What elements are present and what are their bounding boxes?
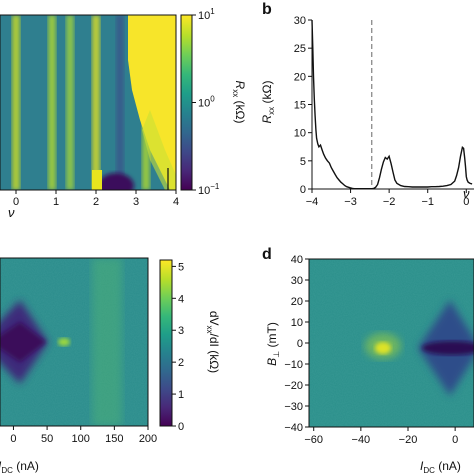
panel-c-x-tick-label: 200 (139, 433, 157, 445)
panel-a-stripe (48, 15, 56, 190)
panel-b-series-line (311, 19, 473, 190)
panel-a-x-tick-label: 2 (93, 196, 99, 208)
panel-c-x-tick-label: 100 (72, 433, 90, 445)
panel-c-cb-tick-label: 0 (178, 421, 184, 433)
panel-c-bright-spot (58, 338, 70, 346)
panel-c-x-tick-label: 50 (41, 433, 53, 445)
panel-d-y-tick-label: 20 (291, 296, 303, 308)
panel-d-y-tick-label: 40 (291, 254, 303, 266)
panel-c-core (0, 322, 46, 362)
panel-b-y-ticks: 0 5 10 15 20 25 30 (294, 15, 312, 196)
panel-c-cb-tick-label: 2 (178, 357, 184, 369)
panel-b-ylabel: Rxx (kΩ) (260, 81, 276, 124)
panel-b-y-tick-label: 5 (300, 156, 306, 168)
panel-a-x-tick-label: 4 (173, 196, 179, 208)
panel-b-x-tick-label: −2 (383, 196, 396, 208)
panel-a-x-tick-label: 1 (53, 196, 59, 208)
panel-d-y-tick-label: −10 (284, 359, 303, 371)
panel-b: b 0 5 10 15 20 25 30 −4 −3 −2 −1 0 Rxx (kΩ) ν (260, 1, 474, 208)
panel-a-stripe (12, 15, 20, 190)
panel-b-axes (311, 20, 474, 190)
panel-d-y-ticks: 40 30 20 10 0 −10 −20 −30 −40 (284, 254, 309, 434)
panel-a-dark-blob (98, 173, 134, 190)
panel-d-x-ticks: −60 −40 −20 0 (304, 427, 458, 446)
panel-a-cb-tick-label: 101 (198, 7, 215, 22)
panel-d-dark-line (422, 341, 474, 355)
panel-d-y-tick-label: −40 (284, 422, 303, 434)
panel-a-x-tick-label: 3 (133, 196, 139, 208)
panel-d-bright-halo (365, 333, 401, 359)
panel-b-x-tick-label: 0 (463, 196, 469, 208)
panel-d-ylabel: B⊥ (mT) (265, 322, 281, 366)
panel-b-y-tick-label: 30 (294, 15, 306, 27)
panel-d-heatmap (309, 259, 474, 427)
panel-a-stripe (116, 15, 124, 190)
panel-d-x-tick-label: −20 (399, 434, 418, 446)
panel-c-colorbar-frame (159, 259, 173, 427)
panel-b-x-ticks: −4 −3 −2 −1 0 (306, 189, 469, 208)
panel-c-cb-tick-label: 1 (178, 389, 184, 401)
panel-a-colorbar-ticks: 101 100 10−1 (192, 7, 220, 197)
panel-a-stripe (92, 15, 100, 190)
panel-a-xlabel: ν (8, 205, 15, 220)
panel-b-y-tick-label: 25 (294, 43, 306, 55)
panel-d-y-tick-label: −20 (284, 380, 303, 392)
panel-b-xlabel: ν (463, 186, 470, 201)
panel-b-y-tick-label: 20 (294, 71, 306, 83)
panel-c-x-tick-label: 0 (10, 433, 16, 445)
panel-a-cb-tick-label: 100 (198, 95, 215, 110)
panel-c-heatmap (0, 258, 148, 426)
panel-c: 0 50 100 150 200 IDC (nA) 0 1 2 3 4 5 dVxx/dI (kΩ… (0, 257, 221, 474)
panel-a-yellow-region (128, 15, 176, 190)
panel-b-plot (311, 19, 474, 190)
panel-d-xlabel: IDC (nA) (420, 459, 461, 474)
panel-d-label: d (262, 246, 272, 263)
panel-b-label: b (262, 1, 272, 18)
panel-c-colorbar-label: dVxx/dI (kΩ) (205, 311, 221, 373)
panel-c-colorbar (160, 260, 172, 426)
panel-d-y-tick-label: 0 (297, 338, 303, 350)
panel-c-frame (0, 257, 149, 427)
panel-a-frame (0, 14, 177, 191)
panel-b-x-tick-label: −4 (306, 196, 319, 208)
panel-a-colorbar-label: Rxx (kΩ) (231, 81, 247, 124)
panel-d-x-tick-label: −40 (352, 434, 371, 446)
panel-d-y-tick-label: −30 (284, 401, 303, 413)
panel-c-colorbar-ticks: 0 1 2 3 4 5 (172, 261, 184, 433)
panel-c-x-ticks: 0 50 100 150 200 (10, 426, 157, 445)
panel-a-cb-tick-label: 10−1 (198, 182, 220, 197)
panel-a-yellow-patch (92, 170, 102, 190)
panel-d-x-tick-label: −60 (304, 434, 323, 446)
panel-c-x-tick-label: 150 (105, 433, 123, 445)
panel-b-y-tick-label: 15 (294, 100, 306, 112)
panel-c-light-band (92, 258, 122, 426)
panel-c-cb-tick-label: 5 (178, 261, 184, 273)
panel-a-x-ticks: 0 1 2 3 4 (13, 190, 179, 208)
panel-b-x-tick-label: −3 (344, 196, 357, 208)
panel-a-stripe (66, 15, 74, 190)
panel-b-y-tick-label: 0 (300, 184, 306, 196)
panel-a-colorbar (181, 15, 192, 190)
panel-b-y-tick-label: 10 (294, 128, 306, 140)
panel-c-cb-tick-label: 4 (178, 293, 184, 305)
panel-c-cb-tick-label: 3 (178, 325, 184, 337)
panel-b-x-tick-label: −1 (421, 196, 434, 208)
panel-a-heatmap (0, 15, 176, 190)
panel-c-xlabel: IDC (nA) (0, 459, 39, 474)
panel-a: 0 1 2 3 4 ν 101 100 10−1 Rxx (kΩ) (0, 7, 247, 220)
panel-a-x-tick-label: 0 (13, 196, 19, 208)
panel-d-y-tick-label: 30 (291, 275, 303, 287)
panel-d-x-tick-label: 0 (452, 434, 458, 446)
panel-d-y-tick-label: 10 (291, 317, 303, 329)
